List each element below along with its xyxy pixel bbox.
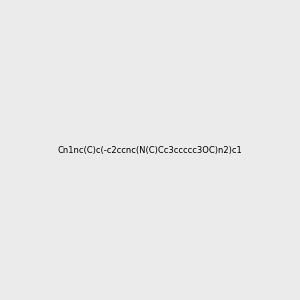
Text: Cn1nc(C)c(-c2ccnc(N(C)Cc3ccccc3OC)n2)c1: Cn1nc(C)c(-c2ccnc(N(C)Cc3ccccc3OC)n2)c1 bbox=[58, 146, 242, 154]
